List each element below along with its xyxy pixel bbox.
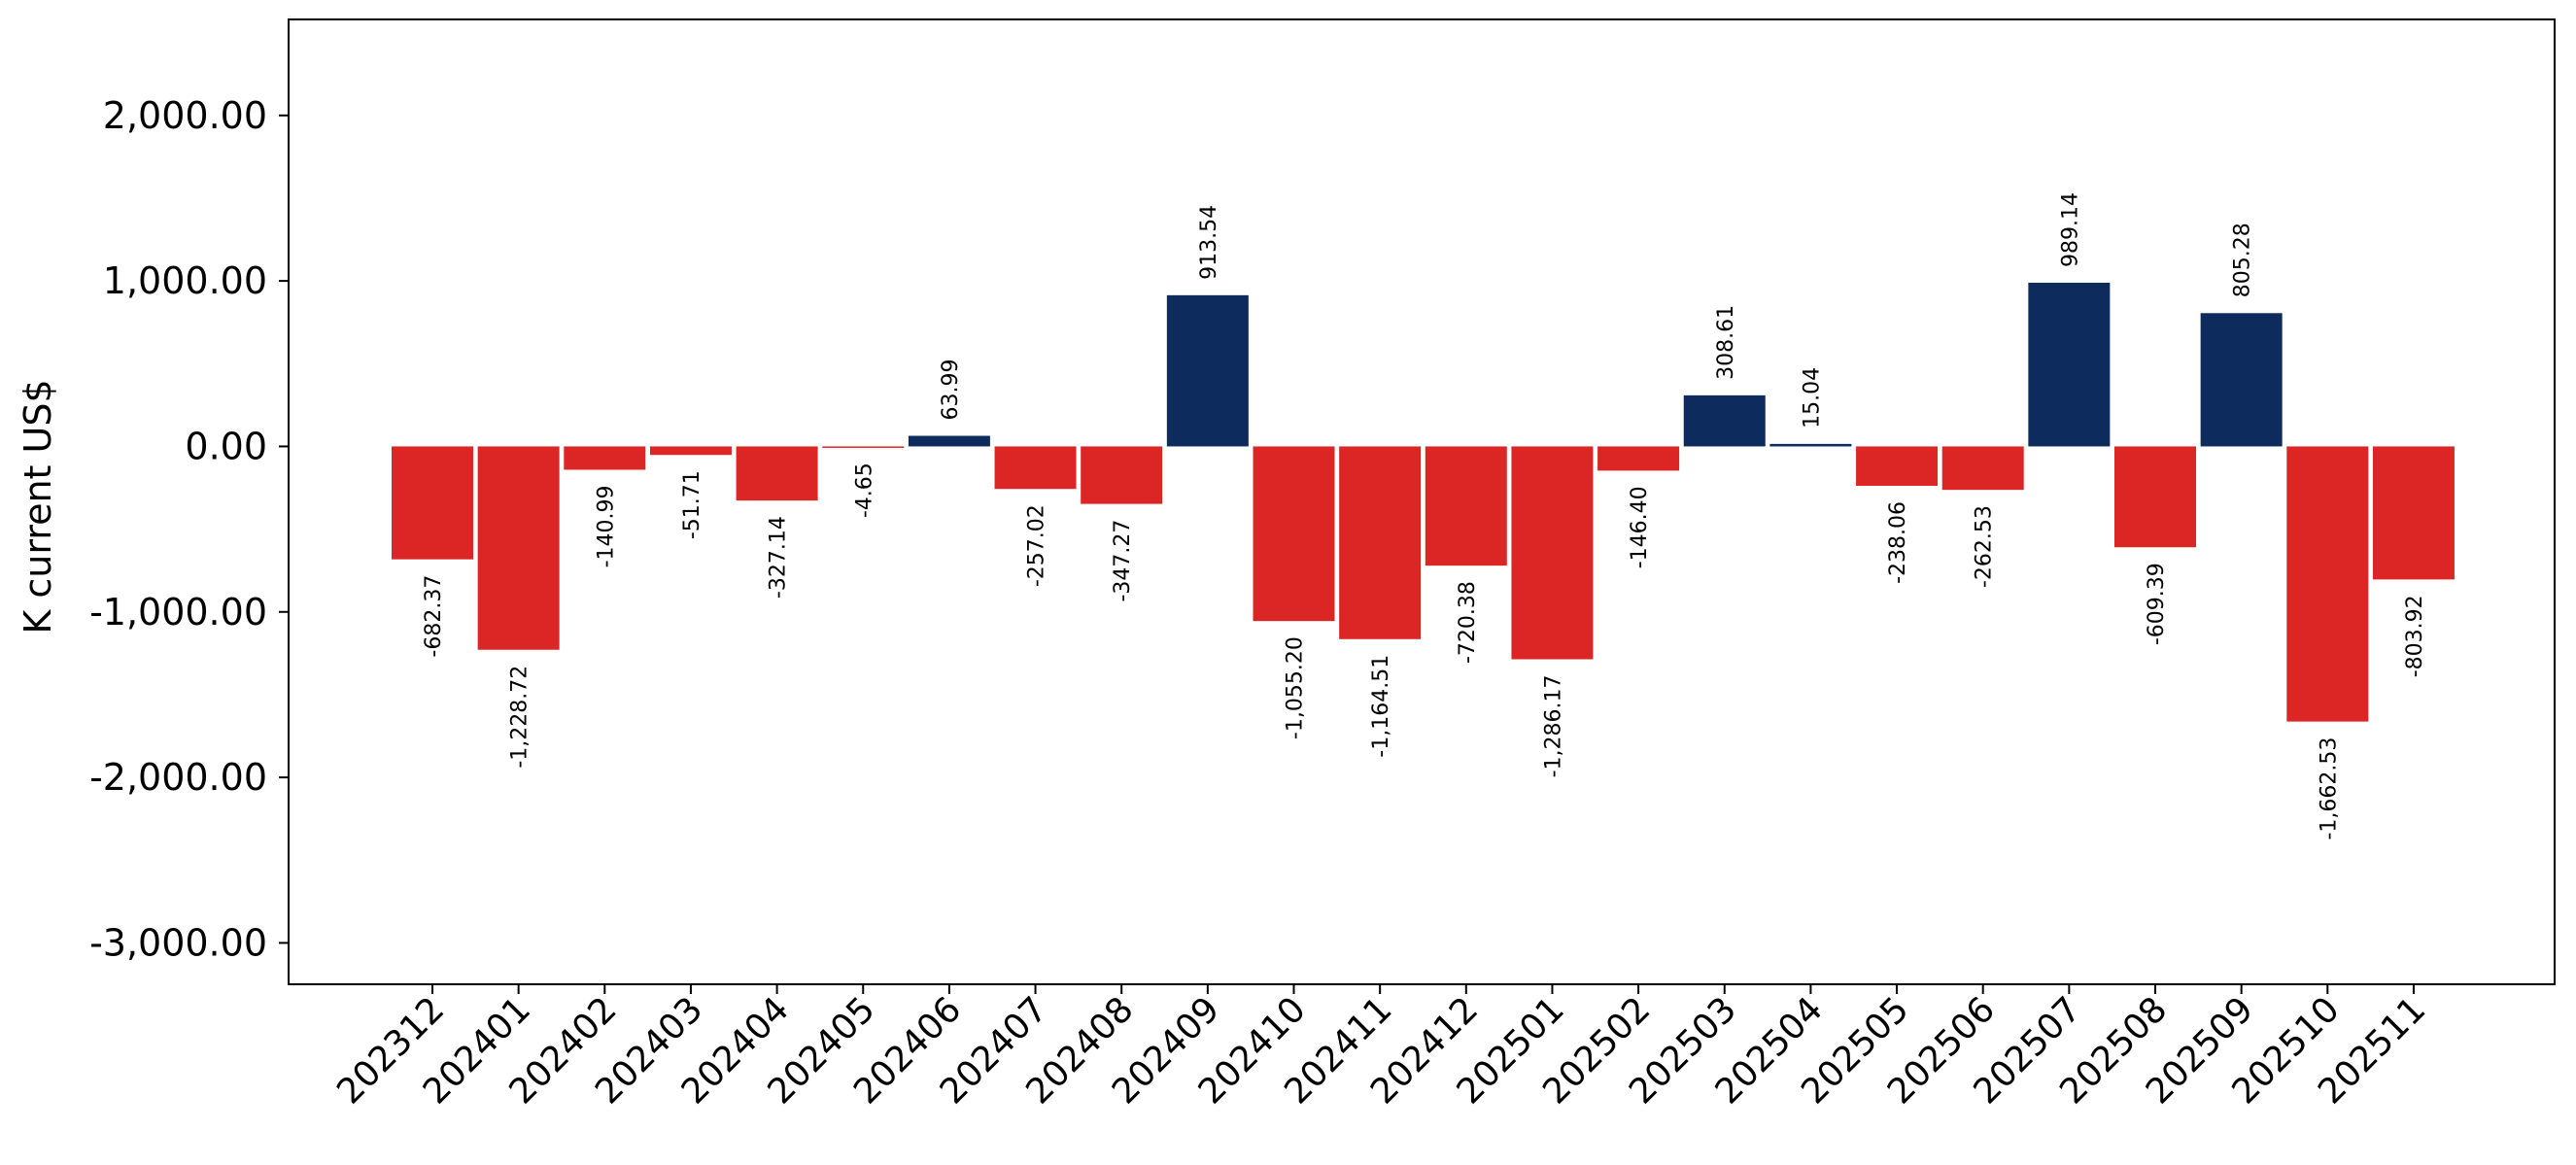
data-label-202502: -146.40: [1628, 486, 1652, 568]
data-label-202407: -257.02: [1025, 504, 1049, 587]
data-label-202508: -609.39: [2145, 563, 2169, 645]
y-tick-label: 1,000.00: [103, 259, 267, 302]
bar-202504: [1769, 443, 1852, 447]
bars-group: [392, 282, 2455, 722]
data-label-202511: -803.92: [2403, 595, 2427, 677]
bar-202509: [2200, 313, 2283, 447]
data-label-202405: -4.65: [852, 463, 876, 518]
bar-202501: [1511, 446, 1594, 660]
data-label-202401: -1,228.72: [508, 666, 532, 769]
bar-202410: [1253, 446, 1335, 622]
bar-202402: [564, 446, 646, 470]
data-label-202409: 913.54: [1197, 205, 1221, 280]
bar-202510: [2286, 446, 2369, 722]
bar-202401: [477, 446, 560, 650]
bar-202405: [822, 446, 905, 448]
data-label-202412: -720.38: [1456, 581, 1480, 664]
bar-202404: [736, 446, 818, 501]
y-axis-title: K current US$: [17, 379, 59, 634]
data-label-202509: 805.28: [2231, 223, 2255, 297]
plot-frame: [288, 18, 2556, 985]
data-label-202408: -347.27: [1111, 520, 1135, 602]
bar-202502: [1597, 446, 1680, 471]
data-label-202406: 63.99: [939, 360, 963, 421]
y-tick-label: 0.00: [185, 425, 267, 467]
data-label-202504: 15.04: [1800, 367, 1824, 428]
data-label-202410: -1,055.20: [1284, 636, 1308, 739]
bar-202506: [1941, 446, 2024, 491]
data-label-202506: -262.53: [1973, 505, 1997, 588]
data-label-202503: 308.61: [1714, 305, 1738, 380]
y-axis: 2,000.00 1,000.00 0.00 -1,000.00 -2,000.00 -3…: [89, 94, 289, 964]
data-label-202402: -140.99: [594, 485, 618, 567]
bar-202312: [392, 446, 473, 560]
bar-202408: [1081, 446, 1163, 504]
data-label-202312: -682.37: [422, 575, 446, 658]
bar-202403: [649, 446, 732, 456]
data-label-202404: -327.14: [767, 516, 791, 599]
bar-202507: [2028, 282, 2111, 447]
bar-202503: [1683, 394, 1766, 447]
bar-202412: [1425, 446, 1507, 566]
data-label-202411: -1,164.51: [1369, 655, 1393, 758]
data-label-202501: -1,286.17: [1541, 675, 1565, 778]
y-tick-label: -2,000.00: [89, 756, 267, 799]
bar-202407: [994, 446, 1077, 490]
bar-202406: [908, 435, 990, 447]
data-label-202505: -238.06: [1886, 501, 1910, 584]
data-label-202403: -51.71: [680, 470, 704, 539]
bar-202409: [1166, 294, 1249, 447]
bar-202505: [1856, 446, 1939, 486]
y-tick-label: -3,000.00: [89, 921, 267, 964]
data-label-202510: -1,662.53: [2317, 737, 2341, 840]
bar-202411: [1339, 446, 1422, 639]
value-labels-group: -682.37 -1,228.72 -140.99 -51.71 -327.14 -4.6…: [422, 192, 2427, 840]
data-label-202507: 989.14: [2058, 192, 2082, 267]
bar-202508: [2114, 446, 2196, 548]
bar-202511: [2372, 446, 2455, 580]
y-tick-label: -1,000.00: [89, 591, 267, 634]
y-tick-label: 2,000.00: [103, 94, 267, 137]
